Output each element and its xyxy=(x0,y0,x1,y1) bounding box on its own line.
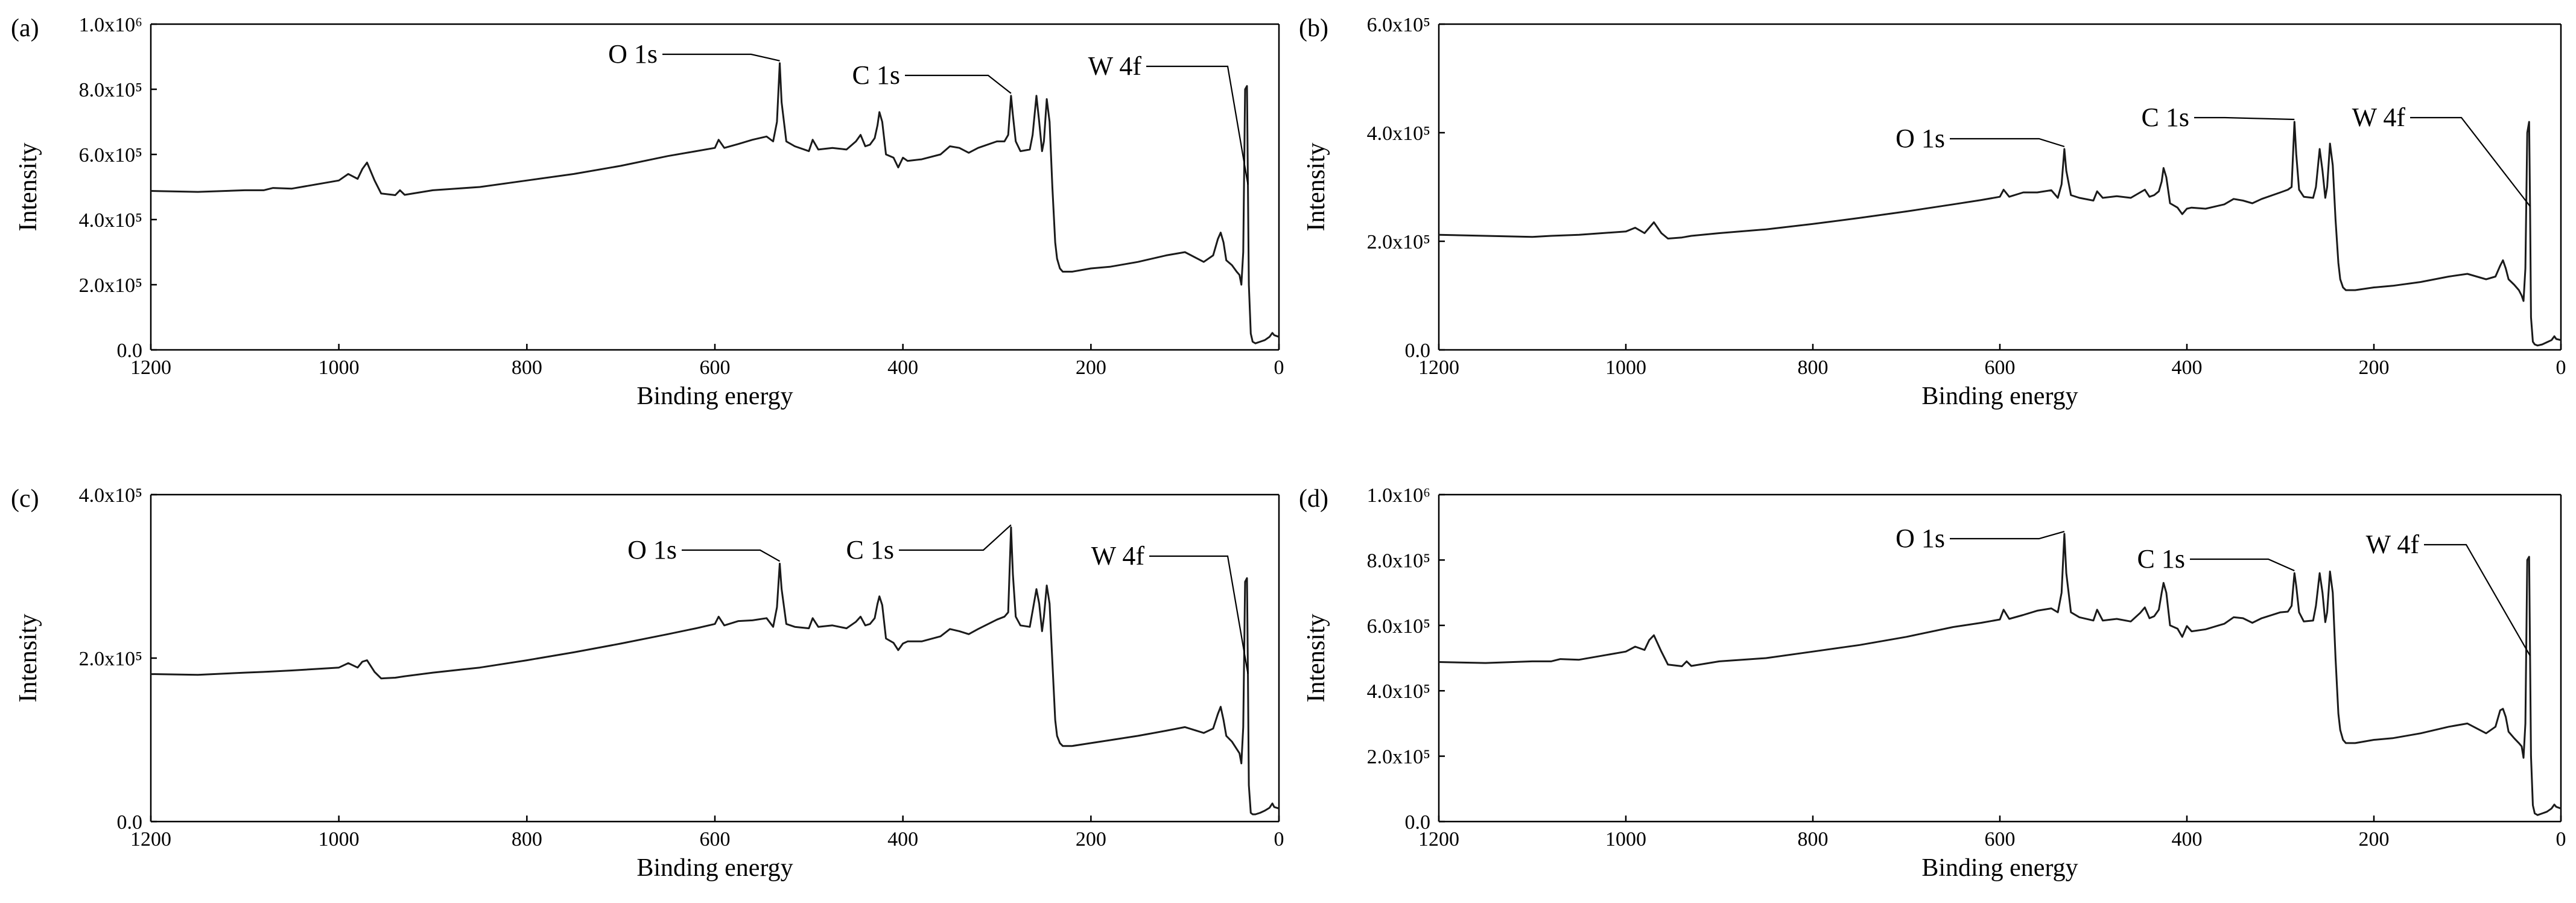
x-tick-label: 600 xyxy=(700,356,731,379)
peak-annotation: C 1s xyxy=(2142,103,2189,132)
x-tick-label: 400 xyxy=(2172,356,2203,379)
annotation-leader xyxy=(2410,116,2531,207)
y-tick-label: 4.0x10⁵ xyxy=(79,484,142,507)
annotation-leader xyxy=(2194,116,2295,121)
chart-panel: 1200 1000 800 600 400 200 0 0.0 2.0x10⁵ 4.0x10⁵ 6.… xyxy=(11,14,1284,410)
x-tick-label: 800 xyxy=(1798,356,1829,379)
annotation-leader xyxy=(2424,543,2531,656)
y-tick-label: 2.0x10⁵ xyxy=(1367,746,1430,768)
y-tick-label: 8.0x10⁵ xyxy=(79,79,142,101)
x-tick-label: 1200 xyxy=(130,356,171,379)
x-tick-label: 600 xyxy=(1985,356,2016,379)
chart-panel: 1200 1000 800 600 400 200 0 0.0 2.0x10⁵ 4.0x10⁵ Bi… xyxy=(11,484,1284,882)
panel-label: (a) xyxy=(11,14,39,42)
peak-annotation: W 4f xyxy=(2352,103,2406,132)
x-tick-label: 400 xyxy=(887,356,918,379)
x-tick-label: 0 xyxy=(2556,356,2566,379)
y-tick-label: 6.0x10⁵ xyxy=(79,144,142,166)
y-tick-label: 4.0x10⁵ xyxy=(79,209,142,232)
peak-annotation: O 1s xyxy=(1896,124,1945,153)
x-tick-label: 400 xyxy=(887,828,918,851)
y-tick-label: 0.0 xyxy=(117,340,143,362)
peak-annotation: C 1s xyxy=(852,60,900,90)
y-tick-label: 2.0x10⁵ xyxy=(1367,231,1430,253)
peak-annotation: C 1s xyxy=(846,535,894,565)
y-tick-label: 6.0x10⁵ xyxy=(1367,14,1430,36)
x-tick-label: 200 xyxy=(2359,828,2390,851)
annotation-leader xyxy=(1146,65,1249,185)
x-tick-label: 1200 xyxy=(1418,828,1459,851)
y-tick-label: 0.0 xyxy=(117,811,143,834)
chart-panel: 1200 1000 800 600 400 200 0 0.0 2.0x10⁵ 4.0x10⁵ 6.… xyxy=(1299,14,2566,410)
peak-annotation: W 4f xyxy=(2366,530,2420,559)
y-axis-title: Intensity xyxy=(1302,614,1330,703)
panel-label: (d) xyxy=(1299,485,1328,513)
y-axis-title: Intensity xyxy=(1302,143,1330,232)
spectrum-line xyxy=(1438,121,2562,347)
annotation-leader xyxy=(899,524,1012,551)
x-tick-label: 0 xyxy=(1274,828,1284,851)
spectrum-line xyxy=(1438,533,2562,816)
x-tick-label: 1000 xyxy=(319,356,360,379)
y-axis-title: Intensity xyxy=(14,143,42,232)
x-tick-label: 1000 xyxy=(1605,828,1646,851)
x-axis-title: Binding energy xyxy=(1921,854,2078,882)
x-tick-label: 800 xyxy=(1798,828,1829,851)
annotation-leader xyxy=(2190,558,2295,572)
x-axis-title: Binding energy xyxy=(1921,382,2078,410)
x-tick-label: 0 xyxy=(1274,356,1284,379)
x-tick-label: 400 xyxy=(2172,828,2203,851)
y-axis-title: Intensity xyxy=(14,614,42,703)
peak-annotation: W 4f xyxy=(1088,51,1142,81)
x-tick-label: 800 xyxy=(512,828,542,851)
y-tick-label: 4.0x10⁵ xyxy=(1367,680,1430,703)
x-tick-label: 0 xyxy=(2556,828,2566,851)
annotation-leader xyxy=(1149,555,1249,674)
panel-label: (c) xyxy=(11,485,39,513)
x-tick-label: 600 xyxy=(1985,828,2016,851)
y-tick-label: 0.0 xyxy=(1405,340,1431,362)
x-tick-label: 200 xyxy=(1076,356,1106,379)
x-axis-title: Binding energy xyxy=(636,382,793,410)
x-tick-label: 1000 xyxy=(319,828,360,851)
y-tick-label: 0.0 xyxy=(1405,811,1431,834)
y-tick-label: 8.0x10⁵ xyxy=(1367,550,1430,572)
peak-annotation: C 1s xyxy=(2137,544,2185,574)
y-tick-label: 4.0x10⁵ xyxy=(1367,122,1430,145)
spectrum-line xyxy=(150,62,1280,344)
y-tick-label: 6.0x10⁵ xyxy=(1367,615,1430,638)
x-axis-title: Binding energy xyxy=(636,854,793,882)
panel-label: (b) xyxy=(1299,14,1328,42)
chart-panel: 1200 1000 800 600 400 200 0 0.0 2.0x10⁵ 4.0x10⁵ 6.… xyxy=(1299,484,2566,882)
peak-annotation: O 1s xyxy=(1896,524,1945,553)
annotation-leader xyxy=(1950,530,2065,540)
peak-annotation: O 1s xyxy=(627,535,677,565)
annotation-leader xyxy=(662,53,780,62)
spectrum-line xyxy=(150,526,1280,816)
x-tick-label: 1200 xyxy=(130,828,171,851)
x-tick-label: 200 xyxy=(1076,828,1106,851)
annotation-leader xyxy=(1950,138,2065,148)
x-tick-label: 1000 xyxy=(1605,356,1646,379)
peak-annotation: O 1s xyxy=(608,39,658,69)
x-tick-label: 800 xyxy=(512,356,542,379)
annotation-leader xyxy=(905,74,1012,94)
x-tick-label: 200 xyxy=(2359,356,2390,379)
x-tick-label: 600 xyxy=(700,828,731,851)
x-tick-label: 1200 xyxy=(1418,356,1459,379)
y-tick-label: 2.0x10⁵ xyxy=(79,274,142,297)
peak-annotation: W 4f xyxy=(1091,541,1145,571)
y-tick-label: 2.0x10⁵ xyxy=(79,648,142,670)
y-tick-label: 1.0x10⁶ xyxy=(1367,484,1430,507)
annotation-leader xyxy=(682,549,781,562)
y-tick-label: 1.0x10⁶ xyxy=(79,14,142,36)
